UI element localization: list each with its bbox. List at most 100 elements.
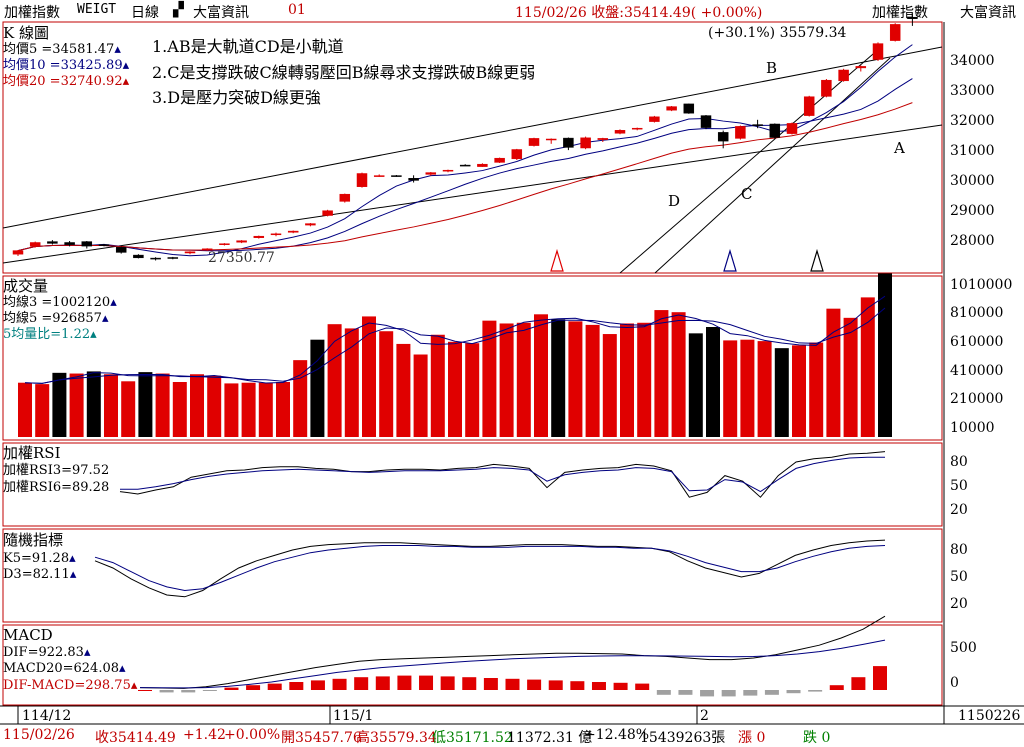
footer-down-count: 跌 0 xyxy=(803,730,831,746)
x-label-dec: 114/12 xyxy=(22,708,72,724)
volume-bar xyxy=(241,382,256,437)
footer-date: 115/02/26 xyxy=(3,727,75,743)
candle-body xyxy=(425,172,437,175)
macd-osc-bar xyxy=(224,687,239,690)
kline-ytick: 32000 xyxy=(950,113,995,129)
volume-bar xyxy=(585,324,600,437)
trend-line-d xyxy=(619,47,881,274)
volume-bar xyxy=(878,273,892,437)
volume-bar xyxy=(121,381,136,437)
volume-panel xyxy=(18,273,892,437)
macd-osc-bar xyxy=(202,690,217,691)
footer-amount-pct: +12.48% xyxy=(584,727,650,743)
signal-triangle xyxy=(810,248,824,272)
kline-title: K 線圖 xyxy=(3,24,49,42)
volume-bar xyxy=(155,373,170,437)
macd-osc-bar xyxy=(635,683,650,690)
macd-osc-bar xyxy=(397,675,412,690)
footer-amount: 11372.31 億 xyxy=(507,730,593,746)
volume-ytick: 410000 xyxy=(950,363,1004,379)
volume-ytick: 210000 xyxy=(950,391,1004,407)
footer-close: 收35414.49 xyxy=(95,730,176,746)
macd-osc-bar xyxy=(462,677,477,690)
candle-body xyxy=(339,193,351,202)
brand-label: 大富資訊 xyxy=(193,5,249,21)
page-number: 01 xyxy=(288,2,306,18)
volume-ytick: 1010000 xyxy=(950,277,1013,293)
footer-open: 開35457.76 xyxy=(281,730,362,746)
candle-body xyxy=(700,115,712,128)
volume-bar xyxy=(258,382,273,437)
rsi-panel xyxy=(119,451,886,498)
kline-ytick: 34000 xyxy=(950,53,995,69)
candle-body xyxy=(201,248,213,251)
x-axis xyxy=(17,706,698,724)
macd-osc-bar xyxy=(808,690,823,692)
osc-label: DIF-MACD=298.75▴ xyxy=(3,678,138,693)
candle-body xyxy=(98,244,110,246)
volume-bar xyxy=(52,372,67,437)
candle-body xyxy=(356,173,368,187)
volume-bar xyxy=(551,319,566,437)
macd-osc-bar xyxy=(764,690,779,695)
kline-ytick: 30000 xyxy=(950,173,995,189)
candle-body xyxy=(528,138,540,146)
macd-line xyxy=(139,639,886,689)
ma10-label: 均價10 =33425.89▴ xyxy=(3,58,130,73)
x-label-date: 1150226 xyxy=(958,708,1021,724)
volume-bar xyxy=(18,382,32,437)
rsi13-label: 加權RSI3=97.52 xyxy=(3,463,110,478)
trend-line-c xyxy=(654,57,891,274)
volume-bar xyxy=(568,321,583,437)
kd-panel xyxy=(94,539,886,598)
candle-body xyxy=(855,66,867,69)
candle-body xyxy=(735,126,746,139)
app-title: 加權指數 xyxy=(4,5,60,21)
macd-osc-bar xyxy=(700,690,715,697)
candle-body xyxy=(889,24,901,41)
candle-body xyxy=(752,124,763,126)
volume-bar xyxy=(654,310,669,437)
line-label-a: A xyxy=(894,139,905,157)
volume-bar xyxy=(826,308,841,437)
macd-osc-bar xyxy=(613,682,628,690)
volume-bar xyxy=(35,384,50,437)
kd-ytick: 80 xyxy=(950,542,968,558)
candle-body xyxy=(47,241,58,244)
footer-pct: +0.00% xyxy=(224,727,281,743)
ma5-line xyxy=(17,44,913,257)
candle-body xyxy=(133,254,144,259)
macd-osc-bar xyxy=(548,680,563,690)
macd-title: MACD xyxy=(3,626,53,644)
macd-osc-bar xyxy=(591,682,606,690)
candle-body xyxy=(649,116,660,122)
macd-osc-bar xyxy=(332,678,347,690)
volume-bar xyxy=(396,343,411,437)
volume-bar xyxy=(104,374,118,437)
rsi-fast-line xyxy=(119,451,886,498)
macd-osc-bar xyxy=(354,677,369,690)
period-label[interactable]: 日線 xyxy=(131,5,159,21)
grid-icon[interactable]: ▞ xyxy=(173,2,184,18)
volume-bar xyxy=(69,373,84,437)
rsi-ytick: 50 xyxy=(950,478,968,494)
kd-ytick: 20 xyxy=(950,596,968,612)
rsi-title: 加權RSI xyxy=(3,444,61,462)
candle-body xyxy=(597,138,609,140)
line-label-b: B xyxy=(766,59,778,77)
rsi-slow-line xyxy=(120,456,885,493)
volume-bar xyxy=(327,324,342,437)
volume-ytick: 610000 xyxy=(950,334,1004,350)
volume-bar xyxy=(138,372,153,437)
vol-ma5-label: 均線5 =926857▴ xyxy=(3,311,109,326)
candle-body xyxy=(803,96,815,116)
trend-line-b xyxy=(2,46,943,229)
volume-bar xyxy=(602,334,617,437)
candle-body xyxy=(12,250,24,255)
candle-body xyxy=(769,123,781,138)
volume-bar xyxy=(671,312,686,437)
volume-bar xyxy=(362,316,376,437)
volume-bar xyxy=(740,339,755,437)
volume-bar xyxy=(86,371,101,437)
